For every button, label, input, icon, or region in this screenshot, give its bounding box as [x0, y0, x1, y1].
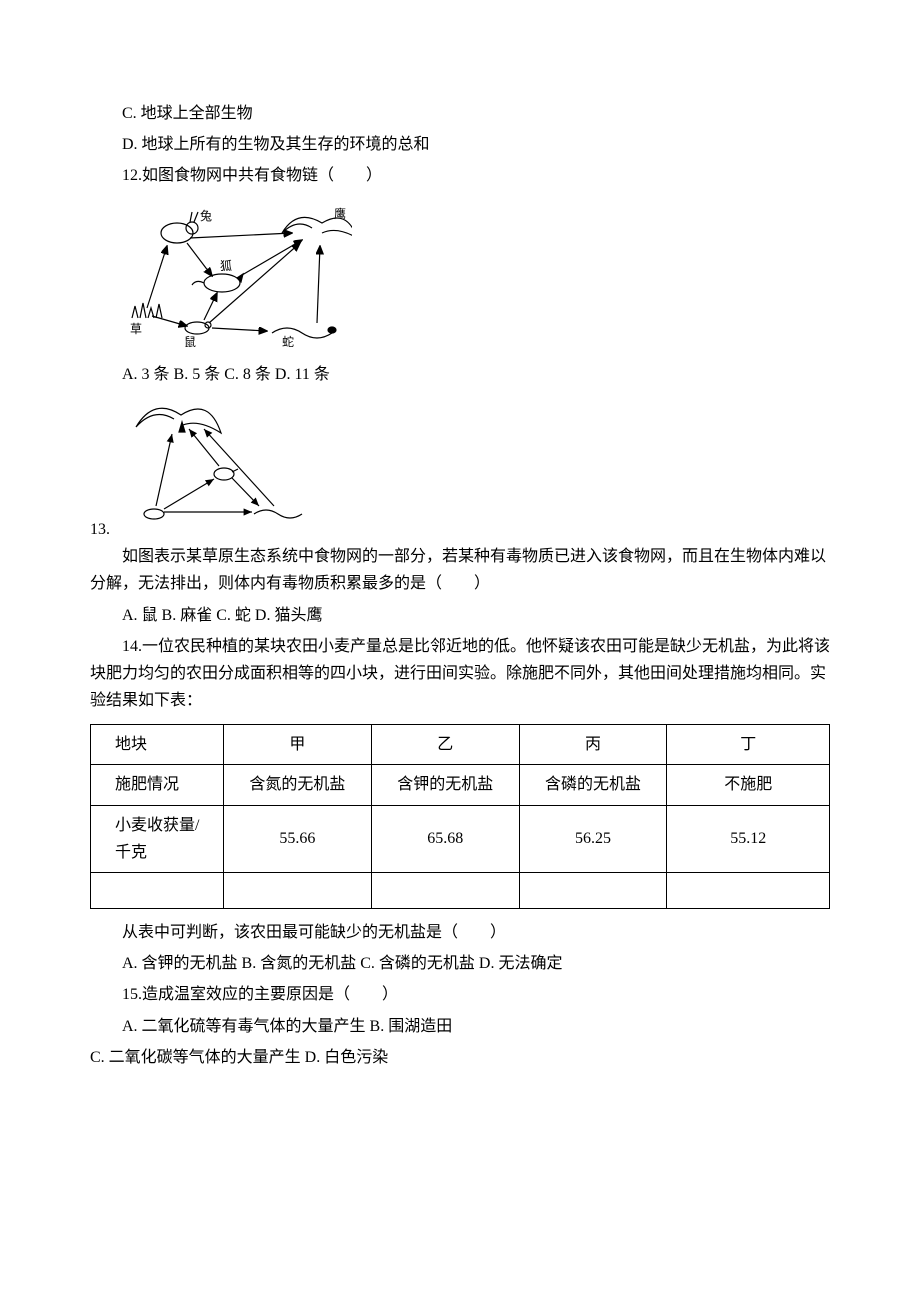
table-cell: 含钾的无机盐	[371, 765, 519, 805]
table-cell: 含氮的无机盐	[224, 765, 372, 805]
table-cell	[91, 873, 224, 909]
table-cell: 施肥情况	[91, 765, 224, 805]
q15-stem: 15.造成温室效应的主要原因是（ ）	[90, 981, 830, 1008]
q13-number: 13.	[90, 521, 110, 538]
q13-foodweb-figure	[114, 394, 314, 543]
svg-text:狐: 狐	[220, 259, 232, 273]
table-cell: 55.66	[224, 805, 372, 872]
q14-follow: 从表中可判断，该农田最可能缺少的无机盐是（ ）	[90, 919, 830, 946]
table-header-cell: 丁	[667, 725, 830, 765]
q14-options: A. 含钾的无机盐 B. 含氮的无机盐 C. 含磷的无机盐 D. 无法确定	[90, 950, 830, 977]
q14-table: 地块 甲 乙 丙 丁 施肥情况 含氮的无机盐 含钾的无机盐 含磷的无机盐 不施肥…	[90, 724, 830, 909]
svg-text:鹰: 鹰	[334, 206, 346, 221]
q12-options: A. 3 条 B. 5 条 C. 8 条 D. 11 条	[90, 361, 830, 388]
q13-stem: 如图表示某草原生态系统中食物网的一部分，若某种有毒物质已进入该食物网，而且在生物…	[90, 543, 830, 597]
table-header-cell: 地块	[91, 725, 224, 765]
table-cell	[371, 873, 519, 909]
q11-option-d: D. 地球上所有的生物及其生存的环境的总和	[90, 131, 830, 158]
table-cell	[519, 873, 667, 909]
table-header-cell: 丙	[519, 725, 667, 765]
table-row: 小麦收获量/千克 55.66 65.68 56.25 55.12	[91, 805, 830, 872]
table-cell: 55.12	[667, 805, 830, 872]
table-cell: 56.25	[519, 805, 667, 872]
svg-text:草: 草	[130, 322, 142, 336]
q15-options-line1: A. 二氧化硫等有毒气体的大量产生 B. 围湖造田	[90, 1013, 830, 1040]
q13-options: A. 鼠 B. 麻雀 C. 蛇 D. 猫头鹰	[90, 602, 830, 629]
q12-foodweb-figure: 兔 鹰 狐 草 鼠 蛇	[122, 198, 830, 357]
svg-text:鼠: 鼠	[184, 335, 196, 348]
table-cell: 小麦收获量/千克	[91, 805, 224, 872]
table-cell	[667, 873, 830, 909]
table-row: 地块 甲 乙 丙 丁	[91, 725, 830, 765]
table-cell: 不施肥	[667, 765, 830, 805]
q11-option-c: C. 地球上全部生物	[90, 100, 830, 127]
q12-stem: 12.如图食物网中共有食物链（ ）	[90, 162, 830, 189]
table-cell	[224, 873, 372, 909]
svg-text:兔: 兔	[200, 208, 212, 223]
svg-text:蛇: 蛇	[282, 334, 294, 348]
table-header-cell: 甲	[224, 725, 372, 765]
table-cell: 65.68	[371, 805, 519, 872]
table-header-cell: 乙	[371, 725, 519, 765]
table-row	[91, 873, 830, 909]
q15-options-line2: C. 二氧化碳等气体的大量产生 D. 白色污染	[90, 1044, 830, 1071]
table-row: 施肥情况 含氮的无机盐 含钾的无机盐 含磷的无机盐 不施肥	[91, 765, 830, 805]
q14-stem: 14.一位农民种植的某块农田小麦产量总是比邻近地的低。他怀疑该农田可能是缺少无机…	[90, 633, 830, 715]
table-cell: 含磷的无机盐	[519, 765, 667, 805]
